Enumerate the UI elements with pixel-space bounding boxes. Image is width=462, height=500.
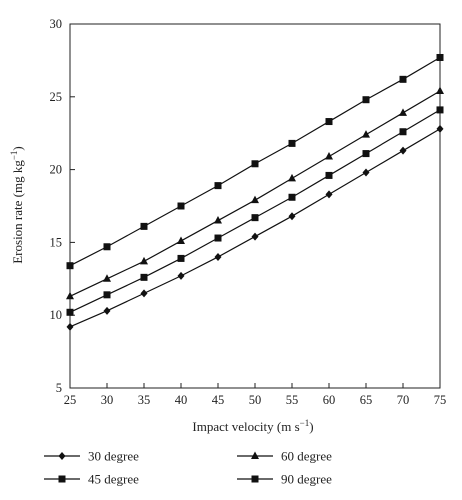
legend-label: 30 degree bbox=[88, 449, 139, 464]
data-point-90-degree bbox=[362, 96, 370, 104]
data-point-45-degree bbox=[251, 214, 259, 222]
y-tick-label: 5 bbox=[56, 381, 62, 395]
x-axis-title: Impact velocity (m s−1) bbox=[192, 418, 313, 434]
x-tick-label: 75 bbox=[434, 393, 447, 407]
legend-item-60-degree: 60 degree bbox=[237, 449, 332, 464]
plot-frame bbox=[69, 23, 441, 389]
legend-label: 90 degree bbox=[281, 472, 332, 487]
data-point-60-degree bbox=[251, 195, 259, 204]
data-point-45-degree bbox=[66, 308, 74, 316]
series-line-45-degree bbox=[69, 109, 441, 313]
data-point-90-degree bbox=[214, 182, 222, 190]
data-point-60-degree bbox=[66, 291, 74, 300]
data-point-60-degree bbox=[288, 173, 296, 182]
legend-label: 60 degree bbox=[281, 449, 332, 464]
legend-item-90-degree: 90 degree bbox=[237, 472, 332, 487]
data-point-45-degree bbox=[362, 150, 370, 158]
data-point-90-degree bbox=[140, 222, 148, 230]
x-tick-label: 50 bbox=[249, 393, 262, 407]
data-point-60-degree bbox=[103, 274, 111, 282]
x-tick-label: 70 bbox=[397, 393, 410, 407]
data-point-45-degree bbox=[103, 291, 111, 299]
data-point-60-degree bbox=[140, 256, 148, 265]
x-axis-ticks: 25 30 35 40 45 50 55 60 65 70 75 bbox=[64, 383, 447, 407]
data-point-60-degree bbox=[362, 130, 370, 138]
data-point-90-degree bbox=[66, 262, 74, 270]
data-point-45-degree bbox=[325, 171, 333, 179]
series-layer bbox=[66, 53, 444, 331]
data-point-30-degree bbox=[325, 190, 333, 199]
data-point-45-degree bbox=[399, 128, 407, 136]
legend-marker bbox=[251, 475, 259, 483]
data-point-30-degree bbox=[66, 322, 74, 331]
data-point-30-degree bbox=[103, 306, 111, 315]
y-axis-ticks: 5 10 15 20 25 30 bbox=[50, 17, 75, 395]
x-tick-label: 45 bbox=[212, 393, 225, 407]
legend-label: 45 degree bbox=[88, 472, 139, 487]
data-point-90-degree bbox=[177, 202, 185, 210]
series-45-degree bbox=[66, 106, 444, 316]
series-30-degree bbox=[66, 124, 444, 331]
data-point-90-degree bbox=[399, 75, 407, 83]
data-point-45-degree bbox=[288, 193, 296, 201]
y-tick-label: 10 bbox=[50, 308, 63, 322]
series-line-30-degree bbox=[69, 128, 441, 328]
y-tick-label: 20 bbox=[50, 163, 63, 177]
data-point-30-degree bbox=[436, 124, 444, 133]
series-line-60-degree bbox=[69, 90, 441, 297]
y-axis-title: Erosion rate (mg kg−1) bbox=[9, 146, 25, 264]
data-point-30-degree bbox=[399, 146, 407, 155]
series-90-degree bbox=[66, 53, 444, 270]
data-point-90-degree bbox=[325, 118, 333, 126]
legend-marker bbox=[251, 451, 259, 459]
data-point-60-degree bbox=[399, 108, 407, 116]
data-point-90-degree bbox=[251, 160, 259, 168]
data-point-45-degree bbox=[214, 234, 222, 242]
x-tick-label: 55 bbox=[286, 393, 299, 407]
data-point-30-degree bbox=[288, 212, 296, 221]
x-tick-label: 40 bbox=[175, 393, 188, 407]
legend-item-45-degree: 45 degree bbox=[44, 472, 139, 487]
data-point-30-degree bbox=[177, 271, 185, 280]
x-tick-label: 30 bbox=[101, 393, 114, 407]
data-point-45-degree bbox=[436, 106, 444, 114]
y-tick-label: 15 bbox=[50, 235, 63, 249]
legend-marker bbox=[58, 475, 66, 483]
data-point-60-degree bbox=[325, 151, 333, 160]
data-point-60-degree bbox=[214, 216, 222, 224]
data-point-45-degree bbox=[140, 273, 148, 281]
data-point-30-degree bbox=[214, 252, 222, 261]
legend: 30 degree 60 degree 45 degree 90 degree bbox=[44, 449, 332, 487]
x-tick-label: 60 bbox=[323, 393, 336, 407]
data-point-45-degree bbox=[177, 254, 185, 262]
plot-border bbox=[69, 23, 441, 389]
x-tick-label: 35 bbox=[138, 393, 151, 407]
data-point-90-degree bbox=[436, 53, 444, 61]
x-tick-label: 65 bbox=[360, 393, 373, 407]
y-tick-label: 25 bbox=[50, 90, 63, 104]
series-60-degree bbox=[66, 86, 444, 300]
data-point-30-degree bbox=[140, 289, 148, 298]
y-tick-label: 30 bbox=[50, 17, 63, 31]
x-tick-label: 25 bbox=[64, 393, 77, 407]
data-point-90-degree bbox=[288, 139, 296, 147]
legend-marker bbox=[58, 452, 66, 460]
legend-item-30-degree: 30 degree bbox=[44, 449, 139, 464]
data-point-60-degree bbox=[177, 236, 185, 244]
data-point-30-degree bbox=[251, 232, 259, 241]
data-point-30-degree bbox=[362, 168, 370, 177]
data-point-60-degree bbox=[436, 86, 444, 94]
data-point-90-degree bbox=[103, 243, 111, 251]
